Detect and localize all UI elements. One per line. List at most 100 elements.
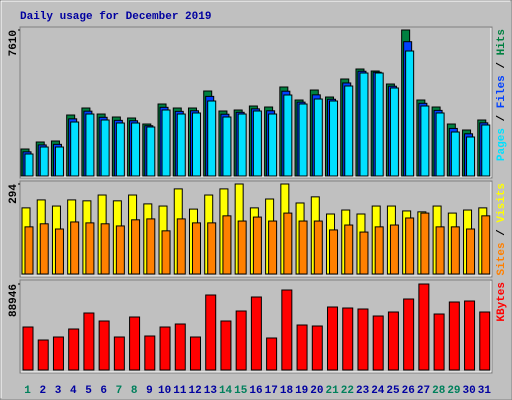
bar — [100, 119, 110, 177]
bar — [68, 328, 80, 371]
bar — [131, 122, 141, 177]
x-tick-label: 14 — [219, 385, 233, 397]
y-tick-label: 88946 — [8, 284, 20, 317]
bar — [235, 310, 247, 371]
x-tick-label: 6 — [100, 385, 107, 397]
bar — [54, 146, 64, 177]
bar — [222, 116, 232, 177]
x-tick-label: 28 — [432, 385, 446, 397]
bar — [131, 219, 141, 275]
bar — [374, 72, 384, 177]
bar — [374, 226, 384, 275]
bar — [174, 323, 186, 371]
bar — [268, 113, 278, 177]
bar — [418, 283, 430, 371]
x-tick-label: 26 — [402, 385, 415, 397]
x-tick-label: 9 — [146, 385, 153, 397]
bar — [100, 223, 110, 275]
bar — [327, 306, 339, 371]
x-tick-label: 25 — [386, 385, 400, 397]
x-tick-label: 30 — [463, 385, 476, 397]
bar — [389, 87, 399, 177]
bar — [252, 110, 262, 177]
bar — [237, 220, 247, 275]
legend-separator: / — [496, 55, 508, 75]
y-tick-label: 7610 — [8, 30, 20, 56]
bar — [207, 222, 217, 275]
bar — [129, 316, 141, 371]
x-tick-label: 15 — [234, 385, 248, 397]
bar — [115, 122, 125, 177]
bar — [298, 220, 308, 275]
legend-separator: / — [496, 108, 508, 128]
bar — [420, 212, 430, 275]
bar — [435, 226, 445, 275]
bar — [420, 105, 430, 177]
bar — [481, 124, 491, 177]
bar — [146, 126, 156, 177]
legend: KBytes — [496, 282, 508, 322]
bar — [70, 221, 80, 275]
x-tick-label: 18 — [280, 385, 294, 397]
bar — [205, 294, 217, 371]
bar — [98, 320, 110, 371]
bar — [237, 113, 247, 177]
x-tick-label: 4 — [70, 385, 77, 397]
x-tick-label: 8 — [131, 385, 138, 397]
bar — [359, 231, 369, 275]
bar — [161, 109, 171, 177]
legend-entry: Visits — [496, 183, 508, 223]
legend: Sites / Visits — [496, 183, 508, 275]
bar — [433, 313, 445, 371]
bar — [313, 220, 323, 275]
bar — [252, 216, 262, 275]
legend-entry: Pages — [496, 128, 508, 161]
x-tick-label: 17 — [265, 385, 278, 397]
bar — [435, 112, 445, 177]
bar — [283, 212, 293, 275]
bar — [481, 215, 491, 275]
bar — [52, 336, 64, 371]
x-tick-label: 1 — [24, 385, 31, 397]
x-tick-label: 5 — [85, 385, 92, 397]
bar — [329, 100, 339, 177]
bar — [191, 222, 201, 275]
bar — [250, 296, 262, 371]
x-tick-label: 11 — [173, 385, 187, 397]
bar — [450, 226, 460, 275]
bar — [387, 311, 399, 371]
bar — [344, 224, 354, 275]
bar — [344, 85, 354, 177]
bar — [266, 337, 278, 371]
legend-entry: KBytes — [496, 282, 508, 322]
bar — [176, 113, 186, 177]
bar — [176, 218, 186, 275]
bar — [405, 50, 415, 177]
bar — [403, 298, 415, 371]
bar — [466, 228, 476, 275]
bar — [357, 308, 369, 371]
legend-entry: Hits — [496, 29, 508, 55]
bar — [24, 226, 34, 275]
bar — [372, 315, 384, 371]
x-tick-label: 31 — [478, 385, 492, 397]
bar — [359, 72, 369, 177]
bar — [405, 217, 415, 275]
x-tick-label: 23 — [356, 385, 370, 397]
bar — [39, 146, 49, 177]
bar — [283, 94, 293, 177]
bar — [464, 300, 476, 371]
bar — [450, 131, 460, 177]
bar — [54, 228, 64, 275]
bar — [146, 218, 156, 275]
bar — [189, 336, 201, 371]
bar — [342, 307, 354, 371]
x-tick-label: 27 — [417, 385, 430, 397]
y-tick-label: 294 — [8, 184, 20, 204]
bar — [191, 112, 201, 177]
x-tick-label: 3 — [55, 385, 62, 397]
legend-entry: Files — [496, 75, 508, 108]
bar — [85, 222, 95, 275]
legend-entry: Sites — [496, 242, 508, 275]
